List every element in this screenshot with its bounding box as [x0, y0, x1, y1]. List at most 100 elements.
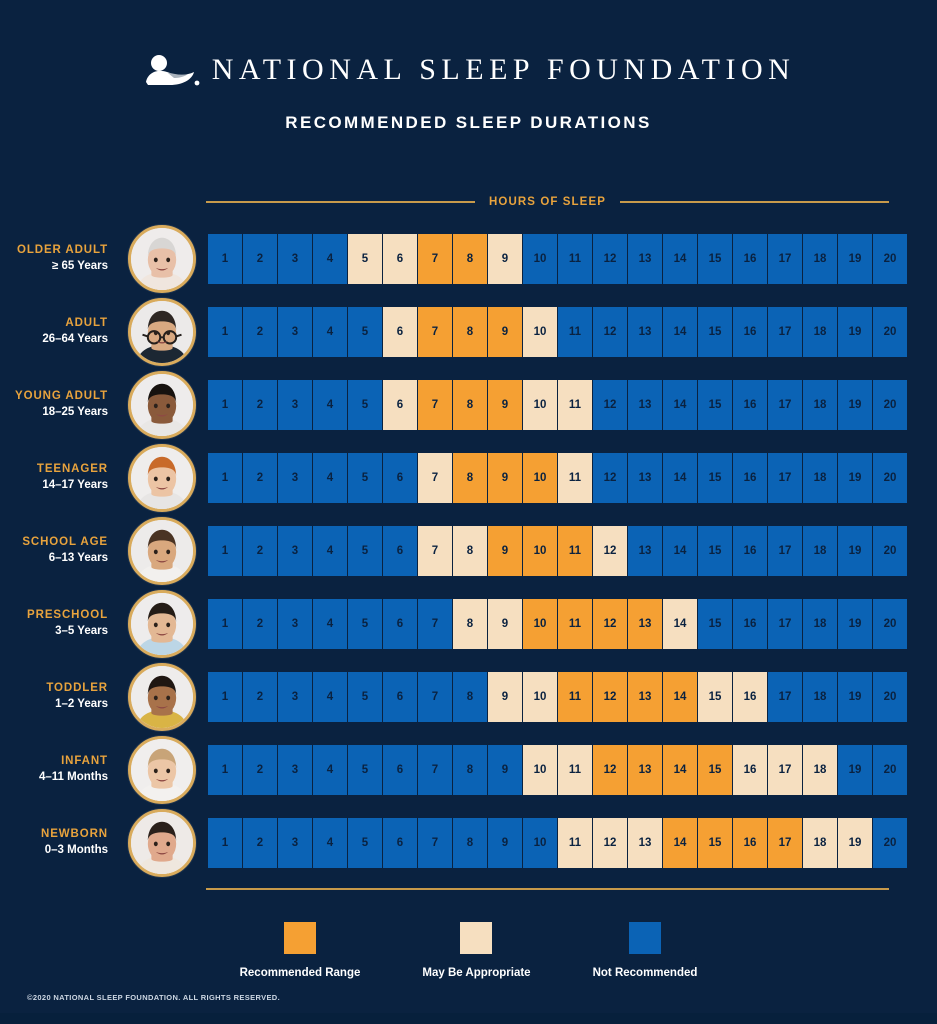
hour-cell: 14 [663, 817, 697, 868]
row-label-group: NEWBORN 0–3 Months [0, 827, 118, 858]
row-label-group: OLDER ADULT ≥ 65 Years [0, 243, 118, 274]
age-group-name: TODDLER [46, 681, 108, 694]
hour-cell: 11 [558, 233, 592, 284]
hour-cell: 3 [278, 233, 312, 284]
hour-cell: 4 [313, 744, 347, 795]
hour-cell: 20 [873, 598, 907, 649]
table-row: TEENAGER 14–17 Years 1 2 3 4 5 6 7 8 9 10 11 12 13 14 15… [0, 441, 937, 514]
page-subtitle: RECOMMENDED SLEEP DURATIONS [285, 113, 652, 132]
hour-cell: 7 [418, 452, 452, 503]
hour-cell: 9 [488, 233, 522, 284]
hour-cell: 10 [523, 306, 557, 357]
table-row: TODDLER 1–2 Years 1 2 3 4 5 6 7 8 9 10 11 12 13 14 15 16 1… [0, 660, 937, 733]
hour-cells: 1 2 3 4 5 6 7 8 9 10 11 12 13 14 15 16 17 18 19 20 [206, 598, 937, 649]
age-group-range: 26–64 Years [42, 332, 108, 345]
hour-cell: 18 [803, 744, 837, 795]
hour-cell: 4 [313, 671, 347, 722]
hour-cell: 4 [313, 598, 347, 649]
brand-title: NATIONAL SLEEP FOUNDATION [211, 53, 796, 86]
age-group-name: YOUNG ADULT [15, 389, 108, 402]
hour-cell: 18 [803, 379, 837, 430]
hour-cell: 3 [278, 598, 312, 649]
avatar-wrapper [118, 370, 206, 439]
hour-cell: 1 [208, 452, 242, 503]
hour-cell: 8 [453, 671, 487, 722]
hour-cell: 17 [768, 817, 802, 868]
hour-cell: 14 [663, 306, 697, 357]
age-group-range: 3–5 Years [55, 624, 108, 637]
hour-cell: 20 [873, 306, 907, 357]
hour-cell: 12 [593, 379, 627, 430]
table-row: ADULT 26–64 Years 1 2 3 4 5 6 7 8 9 10 11 12 13 14 15 16 1… [0, 295, 937, 368]
hour-cell: 15 [698, 379, 732, 430]
age-group-range: ≥ 65 Years [52, 259, 108, 272]
hour-cell: 2 [243, 379, 277, 430]
hour-cell: 11 [558, 671, 592, 722]
hour-cell: 1 [208, 817, 242, 868]
hour-cell: 2 [243, 744, 277, 795]
hour-cell: 7 [418, 598, 452, 649]
hour-cell: 3 [278, 452, 312, 503]
hour-cell: 20 [873, 744, 907, 795]
hour-cell: 7 [418, 306, 452, 357]
hour-cell: 13 [628, 525, 662, 576]
hour-cell: 19 [838, 306, 872, 357]
avatar-wrapper [118, 224, 206, 293]
age-group-range: 6–13 Years [48, 551, 108, 564]
hour-cell: 8 [453, 306, 487, 357]
hour-cell: 2 [243, 452, 277, 503]
hour-cells: 1 2 3 4 5 6 7 8 9 10 11 12 13 14 15 16 17 18 19 20 [206, 671, 937, 722]
avatar-wrapper [118, 662, 206, 731]
hour-cell: 6 [383, 671, 417, 722]
hour-cell: 18 [803, 452, 837, 503]
hour-cell: 13 [628, 744, 662, 795]
hour-cell: 8 [453, 525, 487, 576]
hour-cells: 1 2 3 4 5 6 7 8 9 10 11 12 13 14 15 16 17 18 19 20 [206, 379, 937, 430]
legend-label: Recommended Range [239, 967, 361, 979]
hour-cell: 4 [313, 452, 347, 503]
hour-cell: 7 [418, 379, 452, 430]
hour-cell: 7 [418, 233, 452, 284]
hour-cell: 20 [873, 379, 907, 430]
hour-cell: 6 [383, 306, 417, 357]
table-row: YOUNG ADULT 18–25 Years 1 2 3 4 5 6 7 8 9 10 11 12 13 1… [0, 368, 937, 441]
hour-cell: 19 [838, 379, 872, 430]
table-row: NEWBORN 0–3 Months 1 2 3 4 5 6 7 8 9 10 11 12 13 14 15 16… [0, 806, 937, 879]
hour-cell: 5 [348, 817, 382, 868]
age-group-name: TEENAGER [36, 462, 108, 475]
hour-cells: 1 2 3 4 5 6 7 8 9 10 11 12 13 14 15 16 17 18 19 20 [206, 525, 937, 576]
hour-cell: 11 [558, 306, 592, 357]
school-age-girl-avatar [128, 516, 196, 585]
hour-cell: 11 [558, 452, 592, 503]
hour-cell: 16 [733, 452, 767, 503]
hour-cell: 9 [488, 306, 522, 357]
axis-rule-left [206, 201, 475, 203]
hour-cell: 2 [243, 598, 277, 649]
hour-cell: 12 [593, 817, 627, 868]
hour-cell: 19 [838, 744, 872, 795]
hour-cell: 17 [768, 379, 802, 430]
hour-cell: 16 [733, 525, 767, 576]
legend-item: May Be Appropriate [422, 922, 531, 979]
hour-cell: 20 [873, 817, 907, 868]
hour-cell: 16 [733, 379, 767, 430]
hour-cell: 10 [523, 817, 557, 868]
hour-cell: 6 [383, 525, 417, 576]
hour-cell: 5 [348, 598, 382, 649]
hour-cell: 5 [348, 233, 382, 284]
hour-cell: 6 [383, 817, 417, 868]
hour-cell: 14 [663, 379, 697, 430]
hour-cell: 5 [348, 379, 382, 430]
hour-cell: 9 [488, 671, 522, 722]
row-label-group: INFANT 4–11 Months [0, 754, 118, 785]
hour-cell: 19 [838, 452, 872, 503]
hour-cell: 9 [488, 598, 522, 649]
hour-cell: 18 [803, 306, 837, 357]
hour-cell: 10 [523, 379, 557, 430]
hour-cell: 12 [593, 744, 627, 795]
page-header: NATIONAL SLEEP FOUNDATION RECOMMENDED SL… [0, 0, 937, 133]
hour-cell: 20 [873, 671, 907, 722]
hour-cell: 14 [663, 452, 697, 503]
hour-cell: 13 [628, 817, 662, 868]
hour-cell: 6 [383, 452, 417, 503]
